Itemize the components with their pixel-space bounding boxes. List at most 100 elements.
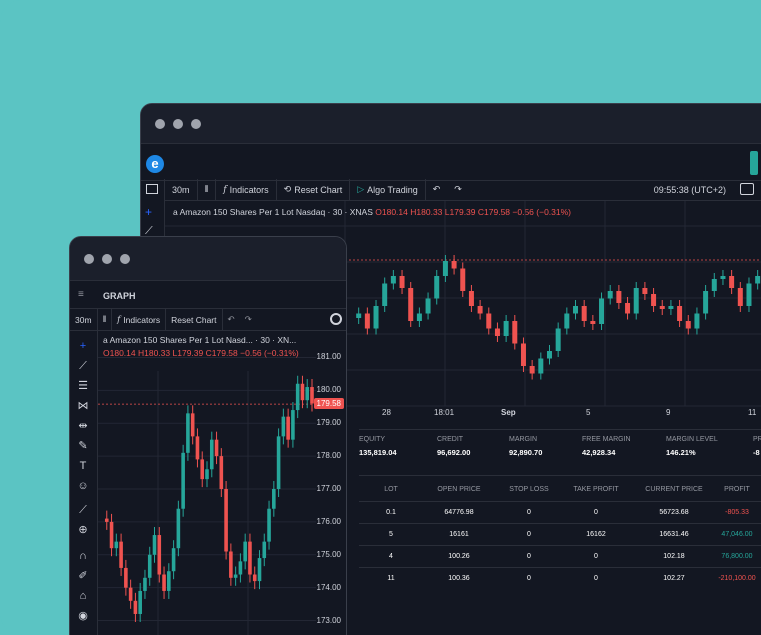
symbol-name: Amazon 150 Shares Per 1 Lot Nasd... · 30… bbox=[109, 335, 297, 345]
candle-body bbox=[300, 383, 305, 401]
table-row[interactable]: 11 100.36 0 0 102.27 -210,100.00 bbox=[359, 567, 761, 589]
calendar-icon[interactable] bbox=[740, 183, 754, 195]
column-header[interactable]: PROFIT bbox=[724, 486, 750, 493]
window-dot[interactable] bbox=[102, 253, 112, 264]
column-header[interactable]: STOP LOSS bbox=[509, 486, 549, 493]
app-bar: e bbox=[141, 151, 761, 181]
menu-icon[interactable]: ≡ bbox=[78, 289, 84, 300]
candle-body bbox=[694, 313, 700, 329]
redo-icon[interactable]: ↷ bbox=[454, 184, 462, 194]
table-cell: 56723.68 bbox=[659, 509, 689, 516]
table-row[interactable]: 4 100.26 0 0 102.18 76,800.00 bbox=[359, 545, 761, 567]
current-price-tag: 179.58 bbox=[313, 398, 344, 410]
table-cell: 76,800.00 bbox=[721, 553, 753, 560]
stat-value: 135,819.04 bbox=[359, 448, 397, 457]
stat-value: -8 bbox=[753, 448, 760, 457]
layout-icon[interactable] bbox=[146, 184, 158, 194]
candle-body bbox=[685, 321, 691, 329]
chart-toolbar: 30m ⫴ f Indicators ⟲ Reset Chart ▷ Algo … bbox=[165, 178, 761, 201]
candle-body bbox=[214, 439, 219, 457]
lock-icon[interactable]: ⌂ bbox=[79, 590, 87, 602]
price-tick: 175.00 bbox=[316, 549, 341, 559]
clock: 09:55:38 (UTC+2) bbox=[653, 185, 726, 195]
ohlc-low: L179.39 bbox=[444, 207, 476, 217]
text-icon[interactable]: T bbox=[79, 460, 87, 472]
column-header[interactable]: OPEN PRICE bbox=[437, 486, 481, 493]
candle-body bbox=[195, 436, 200, 460]
candles-icon[interactable]: ⫴ bbox=[98, 308, 113, 331]
ruler-icon[interactable]: ⟋ bbox=[79, 504, 87, 516]
table-cell: 11 bbox=[387, 575, 395, 582]
window-dot[interactable] bbox=[155, 118, 165, 129]
candle-body bbox=[243, 541, 247, 562]
crosshair-icon[interactable]: + bbox=[79, 340, 87, 352]
table-cell: 0 bbox=[527, 509, 531, 516]
column-header[interactable]: CURRENT PRICE bbox=[645, 486, 703, 493]
fib-icon[interactable]: ⇹ bbox=[78, 420, 88, 432]
candle-body bbox=[310, 387, 314, 404]
eye-icon[interactable]: ◉ bbox=[78, 610, 88, 622]
table-row[interactable]: 5 16161 0 16162 16631.46 47,046.00 bbox=[359, 523, 761, 545]
window-dot[interactable] bbox=[84, 253, 94, 264]
candle-body bbox=[267, 508, 271, 542]
trendline-icon[interactable]: ⟋ bbox=[145, 225, 153, 237]
mobile-chart[interactable] bbox=[98, 331, 347, 635]
candle-body bbox=[281, 416, 286, 437]
candles-icon[interactable]: ⫴ bbox=[198, 178, 217, 201]
stat-value: 92,890.70 bbox=[509, 448, 543, 457]
column-header[interactable]: TAKE PROFIT bbox=[573, 486, 619, 493]
x-tick: 9 bbox=[666, 408, 671, 417]
candle-body bbox=[109, 521, 114, 549]
table-cell: 0 bbox=[594, 509, 598, 516]
candle-body bbox=[295, 383, 300, 411]
horizontal-lines-icon[interactable]: ☰ bbox=[78, 380, 88, 392]
stat-value: 42,928.34 bbox=[582, 448, 616, 457]
x-tick: 18:01 bbox=[434, 408, 455, 417]
side-tab[interactable] bbox=[750, 151, 758, 175]
table-cell: 102.18 bbox=[663, 553, 685, 560]
candle-body bbox=[272, 489, 276, 509]
reset-chart-button[interactable]: Reset Chart bbox=[166, 308, 223, 331]
table-row[interactable]: 0.1 64776.98 0 0 56723.68 -805.33 bbox=[359, 501, 761, 523]
algo-trading-button[interactable]: ▷ Algo Trading bbox=[350, 178, 426, 201]
trendline-icon[interactable]: ⟋ bbox=[79, 360, 87, 372]
ohlc-high: H180.33 bbox=[410, 207, 443, 217]
candle-body bbox=[546, 351, 552, 359]
redo-icon[interactable]: ↷ bbox=[244, 314, 252, 324]
candle-body bbox=[390, 276, 396, 284]
candle-body bbox=[425, 298, 431, 314]
settings-gear-icon[interactable] bbox=[330, 313, 342, 325]
indicators-button[interactable]: f Indicators bbox=[112, 308, 167, 331]
undo-icon[interactable]: ↶ bbox=[432, 184, 441, 194]
table-cell: 64776.98 bbox=[444, 509, 474, 516]
pattern-icon[interactable]: ⋈ bbox=[77, 400, 89, 412]
interval-button[interactable]: 30m bbox=[70, 308, 98, 331]
reset-chart-button[interactable]: ⟲ Reset Chart bbox=[277, 178, 351, 201]
crosshair-icon[interactable]: + bbox=[145, 205, 153, 219]
ohlc-low: L179.39 bbox=[172, 348, 204, 358]
candle-body bbox=[625, 303, 631, 314]
zoom-icon[interactable]: ⊕ bbox=[78, 524, 88, 536]
emoji-icon[interactable]: ☺ bbox=[77, 480, 89, 492]
indicators-label: Indicators bbox=[123, 314, 161, 325]
undo-icon[interactable]: ↶ bbox=[227, 314, 235, 324]
window-dot[interactable] bbox=[173, 118, 183, 129]
magnet-icon[interactable]: ∩ bbox=[79, 550, 87, 562]
column-header[interactable]: LOT bbox=[384, 486, 398, 493]
table-cell: 5 bbox=[389, 531, 393, 538]
indicators-button[interactable]: f Indicators bbox=[216, 178, 277, 201]
window-dot[interactable] bbox=[120, 253, 130, 264]
interval-button[interactable]: 30m bbox=[165, 178, 198, 201]
table-cell: 102.27 bbox=[663, 575, 685, 582]
candle-body bbox=[659, 306, 665, 309]
candle-body bbox=[186, 413, 190, 453]
candle-body bbox=[737, 288, 743, 306]
brush-icon[interactable]: ✎ bbox=[78, 440, 88, 452]
candle-body bbox=[573, 306, 579, 314]
candle-body bbox=[128, 587, 133, 601]
price-tick: 176.00 bbox=[316, 516, 341, 526]
pencil-lock-icon[interactable]: ✐ bbox=[78, 570, 88, 582]
table-cell: 16161 bbox=[449, 531, 469, 538]
function-icon: f bbox=[117, 314, 121, 325]
window-dot[interactable] bbox=[191, 118, 201, 129]
